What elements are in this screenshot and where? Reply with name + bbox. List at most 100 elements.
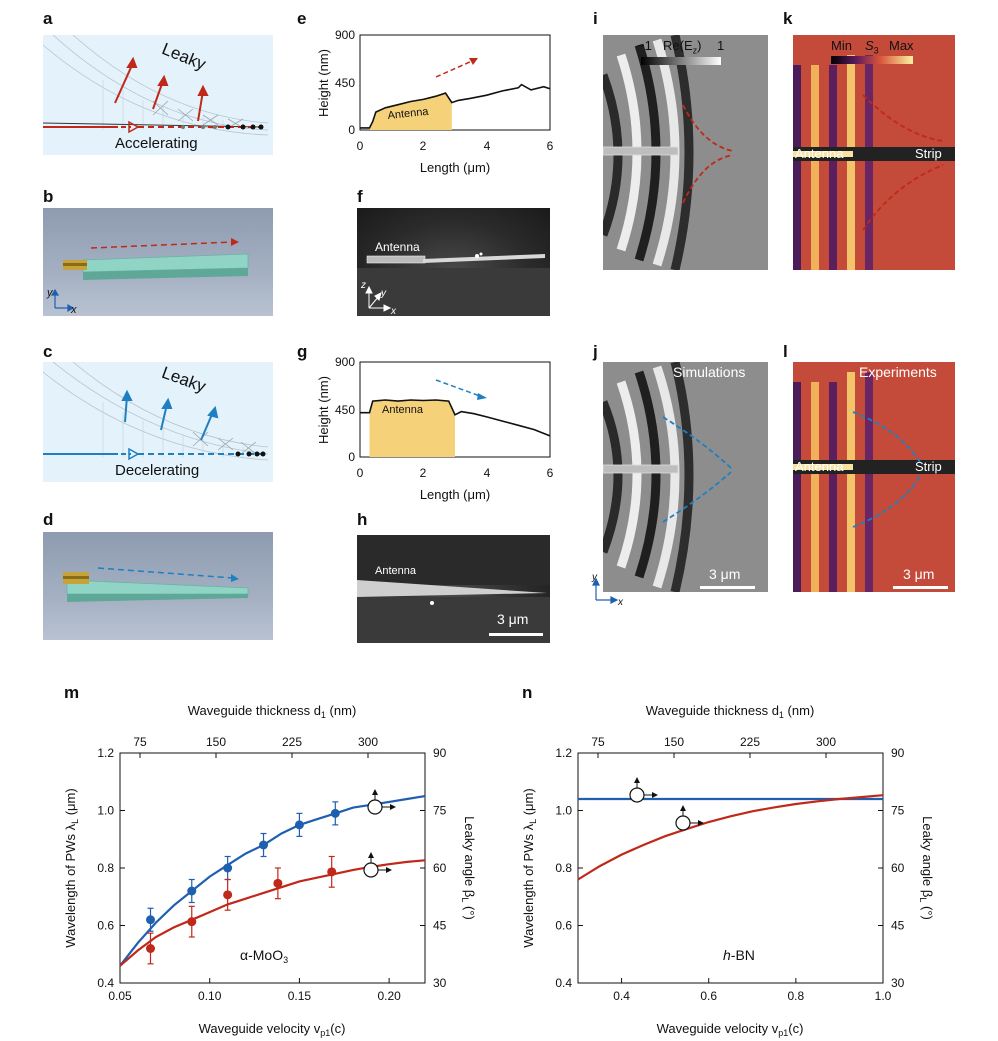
- ytick: 450: [335, 403, 355, 417]
- data-point: [327, 867, 337, 877]
- x-tick-label: 0.15: [288, 989, 312, 1003]
- ytick: 900: [335, 355, 355, 369]
- height-profile-chart-g: 900 450 0 0 2 4 6 Length (μm) Height (nm…: [316, 355, 554, 502]
- top-tick-label: 300: [358, 735, 378, 749]
- data-point: [273, 878, 283, 888]
- panel-label-l: l: [783, 342, 788, 361]
- y2-tick-label: 60: [433, 861, 447, 875]
- panel-l-experiment-field: Experiments Antenna Strip 3 μm: [793, 362, 955, 592]
- x-tick-label: 0.10: [198, 989, 222, 1003]
- top-axis-title: Waveguide thickness d1 (nm): [188, 703, 357, 720]
- y2-tick-label: 45: [433, 919, 447, 933]
- x-axis-title: Length (μm): [420, 160, 490, 175]
- panel-label-n: n: [522, 683, 533, 702]
- axis-indicator-arrowhead: [386, 867, 392, 873]
- bottom-axis-title: Waveguide velocity vp1(c): [199, 1021, 346, 1038]
- panel-f-sem-image: z y x Antenna: [357, 208, 550, 317]
- xtick: 0: [357, 139, 364, 153]
- colorbar-min: Min: [831, 38, 852, 53]
- data-point: [330, 808, 340, 818]
- decelerating-label: Decelerating: [115, 462, 200, 479]
- colorbar-label: Re(Ez): [663, 38, 702, 56]
- y-tick-label: 1.0: [555, 804, 572, 818]
- panel-j-simulation-field: Simulations 3 μm: [603, 362, 768, 592]
- panel-label-b: b: [43, 187, 54, 206]
- tapered-waveguide-thickening: y x: [46, 238, 249, 316]
- ytick: 0: [348, 450, 355, 464]
- x-tick-label: 1.0: [875, 989, 892, 1003]
- axis-indicator-arrowhead: [634, 777, 640, 783]
- series-line: [119, 795, 426, 967]
- data-point: [187, 886, 197, 896]
- scale-bar-label: 3 μm: [709, 566, 741, 582]
- panel-k-experiment-field: Min S3 Max Antenna Strip: [793, 35, 955, 270]
- right-axis-title: Leaky angle βL (°): [918, 816, 935, 920]
- axes-indicator: y x: [591, 572, 624, 608]
- y-tick-label: 1.2: [555, 746, 572, 760]
- material-label: h-BN: [723, 947, 755, 963]
- y-axis-label: y: [380, 288, 387, 299]
- panel-a-schematic: Leaky Accelerating: [42, 34, 273, 155]
- left-axis-title: Wavelength of PWs λL (μm): [521, 788, 538, 947]
- top-tick-label: 300: [816, 735, 836, 749]
- xtick: 4: [484, 139, 491, 153]
- xtick: 6: [547, 139, 554, 153]
- chart-m: 0.05 0.10 0.15 0.20 0.4 0.6 0.8 1.0 1.2 30 45 60 75 9…: [63, 703, 477, 1038]
- data-point: [223, 863, 233, 873]
- y2-tick-label: 30: [433, 976, 447, 990]
- x-axis-title: Length (μm): [420, 487, 490, 502]
- panel-label-k: k: [783, 9, 793, 28]
- chart-n: 0.4 0.6 0.8 1.0 0.4 0.6 0.8 1.0 1.2 30 45 60 75 90 75 1…: [521, 703, 935, 1038]
- y2-tick-label: 90: [891, 746, 905, 760]
- axis-indicator-arrowhead: [698, 820, 704, 826]
- data-point: [294, 820, 304, 830]
- strip-label: Strip: [915, 146, 942, 161]
- y2-tick-label: 90: [433, 746, 447, 760]
- ytick: 0: [348, 123, 355, 137]
- y2-tick-label: 45: [891, 919, 905, 933]
- bottom-axis-title: Waveguide velocity vp1(c): [657, 1021, 804, 1038]
- y-tick-label: 0.6: [97, 919, 114, 933]
- panel-h-sem-image: Antenna 3 μm: [357, 535, 550, 643]
- top-tick-label: 225: [740, 735, 760, 749]
- panel-label-i: i: [593, 9, 598, 28]
- leaky-wave-accelerating-diagram: [42, 34, 269, 136]
- xtick: 2: [420, 139, 427, 153]
- height-profile-line: [360, 399, 551, 437]
- axis-indicator-circle: [363, 862, 379, 878]
- scale-bar-label: 3 μm: [497, 611, 529, 627]
- y2-tick-label: 75: [433, 804, 447, 818]
- svg-text:y: y: [46, 287, 54, 299]
- right-axis-title: Leaky angle βL (°): [460, 816, 477, 920]
- xtick: 2: [420, 466, 427, 480]
- panel-d-3d-render: [43, 532, 273, 640]
- data-point: [146, 915, 155, 925]
- y-tick-label: 1.2: [97, 746, 114, 760]
- colorbar-max: 1: [717, 38, 725, 53]
- x-tick-label: 0.05: [108, 989, 132, 1003]
- axis-indicator-arrowhead: [390, 804, 396, 810]
- material-label: α-MoO3: [240, 947, 288, 965]
- y-tick-label: 0.4: [555, 976, 572, 990]
- axis-indicator-circle: [675, 815, 691, 831]
- axis-indicator-arrowhead: [372, 789, 378, 795]
- antenna-fill: [369, 93, 452, 130]
- antenna-label: Antenna: [375, 240, 420, 254]
- antenna-label: Antenna: [375, 565, 416, 577]
- top-tick-label: 225: [282, 735, 302, 749]
- panel-label-h: h: [357, 510, 368, 529]
- y-tick-label: 1.0: [97, 804, 114, 818]
- scale-bar-label: 3 μm: [903, 566, 935, 582]
- antenna-label: Antenna: [382, 404, 424, 416]
- strip-label: Strip: [915, 459, 942, 474]
- antenna-label: Antenna: [795, 146, 844, 161]
- x-axis-label: x: [617, 597, 624, 608]
- accelerating-label: Accelerating: [115, 135, 198, 152]
- ytick: 900: [335, 28, 355, 42]
- y2-tick-label: 75: [891, 804, 905, 818]
- top-tick-label: 75: [133, 735, 147, 749]
- x-tick-label: 0.8: [788, 989, 805, 1003]
- z-axis-label: z: [360, 280, 366, 291]
- colorbar-label: S3: [865, 38, 879, 56]
- y-tick-label: 0.8: [97, 861, 114, 875]
